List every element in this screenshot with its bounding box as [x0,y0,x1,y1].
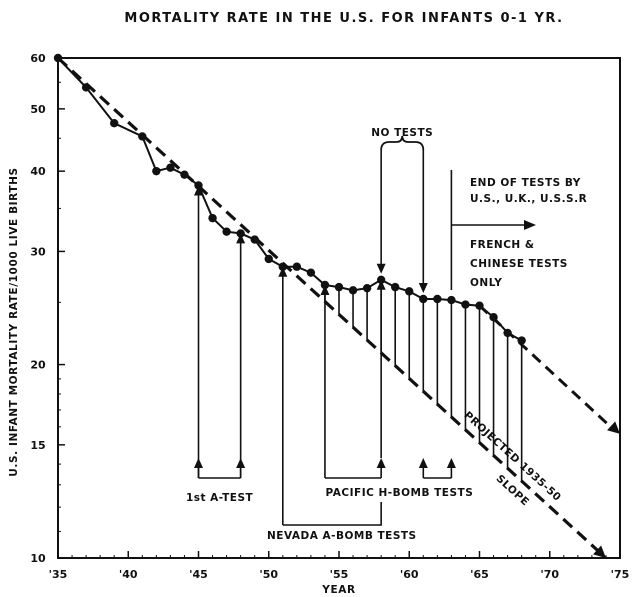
a-test-label: 1st A-TEST [186,492,254,504]
projection-layer [56,56,620,560]
data-point [419,294,428,304]
data-point [292,262,302,271]
data-point [306,268,316,277]
pacific-label: PACIFIC H-BOMB TESTS [326,487,474,499]
data-point [447,295,456,305]
end-of-tests-text: END OF TESTS BY [470,177,581,189]
axis-ticks: '35 '40 '45 '50 '55 '60 '65 '70 '75 10 15 20 30 40 50 6… [30,52,629,581]
pacific-arrow-1963-head [446,458,456,468]
a-test-small-arrow-1948-head [236,458,246,468]
data-point [208,213,217,223]
chart-title: MORTALITY RATE IN THE U.S. FOR INFANTS 0… [124,11,563,26]
x-axis-label: YEAR [321,584,355,596]
data-point [489,313,498,322]
y-tick-label: 50 [30,103,46,116]
nevada-bracket [282,502,382,526]
y-tick-label: 10 [30,552,46,565]
x-tick-label: '70 [540,568,559,581]
data-point [362,283,372,293]
y-tick-label: 15 [30,439,45,452]
x-tick-label: '55 [330,568,349,581]
y-tick-label: 20 [30,359,46,372]
x-tick-label: '75 [611,568,630,581]
no-tests-arrowhead [418,282,428,293]
pacific-arrow-1961-head [418,458,428,468]
a-test-arrow-1948-head [236,233,246,244]
data-point [180,170,189,179]
pacific-arrow-1958-head [376,458,386,468]
data-point [376,275,386,284]
data-point [152,166,161,176]
a-test-small-arrow-1945-head [194,458,203,468]
data-point [461,300,470,309]
data-point [264,254,273,264]
x-tick-label: '65 [470,568,489,581]
y-tick-label: 60 [30,52,46,65]
extrapolated-arrowhead [607,421,620,434]
data-point [405,287,414,296]
nevada-label: NEVADA A-BOMB TESTS [267,530,417,542]
data-point [475,301,484,310]
excess-hatching [324,279,523,482]
data-point [138,132,147,141]
test-annotations: 1st A-TEST NEVADA A-BOMB TESTS PACIFIC H-B… [186,127,587,542]
data-point [348,286,358,295]
end-of-tests-text: CHINESE TESTS [470,258,568,270]
end-of-tests-text: U.S., U.K., U.S.S.R [470,193,587,205]
end-of-tests-text: FRENCH & [470,239,535,251]
data-point [503,328,512,338]
projection-arrowhead [593,545,606,558]
no-tests-arrowhead [376,263,386,274]
extrapolated-dashed-line [478,304,616,432]
pacific-arrow-1954-head [320,284,330,295]
y-axis-label: U.S. INFANT MORTALITY RATE/1000 LIVE BIR… [8,167,20,476]
y-tick-label: 30 [30,245,46,258]
end-of-tests-arrowhead [524,220,536,230]
data-point [110,118,119,128]
projection-dashed-line [56,56,608,560]
data-point [53,53,63,63]
x-tick-label: '35 [49,568,68,581]
x-tick-label: '60 [400,568,419,581]
data-point [433,294,442,304]
y-tick-label: 40 [30,165,46,178]
slope-label: SLOPE [494,473,532,509]
data-point [166,163,175,172]
data-point [334,282,344,292]
x-tick-label: '45 [189,568,208,581]
data-point [391,282,400,292]
data-point [250,235,259,244]
data-point [517,336,526,345]
axis-labels: YEAR U.S. INFANT MORTALITY RATE/1000 LIVE… [8,167,355,596]
nevada-arrow-1951-head [278,266,288,277]
a-test-arrow-1945-head [194,185,203,196]
data-point [81,83,91,92]
observed-series [53,53,526,345]
no-tests-brace [380,135,425,151]
data-point [320,280,330,290]
no-tests-label: NO TESTS [371,127,433,139]
x-tick-label: '50 [259,568,278,581]
pacific-arrow-long-1958-head [376,279,386,290]
data-point [222,227,231,236]
end-of-tests-text: ONLY [470,277,502,289]
x-tick-label: '40 [119,568,138,581]
